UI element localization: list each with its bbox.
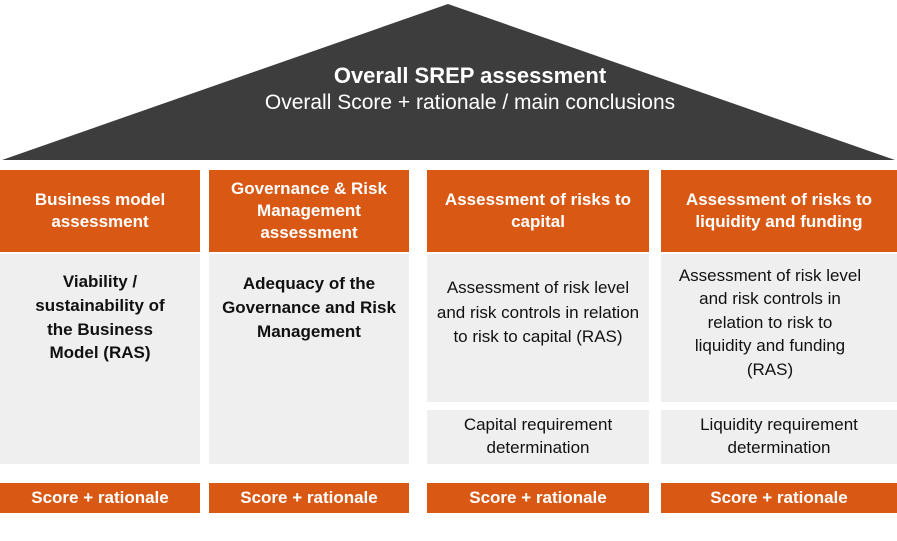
pillar-capital-risk: Assessment of risks to capital xyxy=(427,170,649,252)
pillar-footer: Score + rationale xyxy=(427,483,649,513)
pillar-sub-body: Capital requirement determination xyxy=(427,410,649,464)
pillar-header: Governance & Risk Management assessment xyxy=(209,170,409,252)
roof-shape xyxy=(2,4,895,160)
roof-triangle xyxy=(2,4,895,160)
pillar-body-text: Assessment of risk level and risk contro… xyxy=(436,278,640,347)
pillar-sub-body-text: Capital requirement determination xyxy=(463,415,613,457)
pillar-body: Assessment of risk level and risk contro… xyxy=(427,254,649,402)
pillar-body: Assessment of risk level and risk contro… xyxy=(661,254,897,402)
pillar-body-text: Adequacy of the Governance and Risk Mana… xyxy=(222,274,396,341)
pillar-footer: Score + rationale xyxy=(661,483,897,513)
overall-assessment-title: Overall SREP assessment xyxy=(333,63,607,88)
pillar-body-text: Assessment of risk level and risk contro… xyxy=(678,266,862,379)
overall-assessment-subtitle: Overall Score + rationale / main conclus… xyxy=(264,91,676,114)
pillar-sub-body: Liquidity requirement determination xyxy=(661,410,897,464)
pillar-body-text: Viability / sustainability of the Busine… xyxy=(35,272,165,363)
pillar-governance: Governance & Risk Management assessment xyxy=(209,170,409,252)
pillar-sub-body-text: Liquidity requirement determination xyxy=(700,415,858,457)
pillar-body: Viability / sustainability of the Busine… xyxy=(0,254,200,464)
pillar-body: Adequacy of the Governance and Risk Mana… xyxy=(209,254,409,464)
pillar-business-model: Business model assessment xyxy=(0,170,200,252)
pillar-header: Assessment of risks to liquidity and fun… xyxy=(661,170,897,252)
pillar-footer: Score + rationale xyxy=(209,483,409,513)
pillar-footer: Score + rationale xyxy=(0,483,200,513)
pillar-header: Business model assessment xyxy=(0,170,200,252)
pillar-liquidity-risk: Assessment of risks to liquidity and fun… xyxy=(661,170,897,252)
pillar-header: Assessment of risks to capital xyxy=(427,170,649,252)
